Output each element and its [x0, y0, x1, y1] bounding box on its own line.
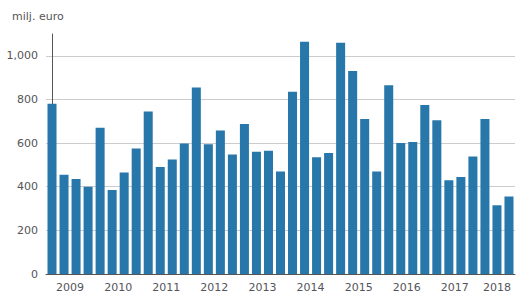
- svg-text:2010: 2010: [104, 281, 132, 294]
- svg-text:2016: 2016: [393, 281, 421, 294]
- svg-text:800: 800: [17, 93, 38, 106]
- svg-text:2017: 2017: [441, 281, 469, 294]
- svg-text:1,000: 1,000: [7, 49, 39, 62]
- svg-text:milj. euro: milj. euro: [12, 10, 64, 23]
- svg-text:2014: 2014: [297, 281, 325, 294]
- svg-text:200: 200: [17, 224, 38, 237]
- svg-text:400: 400: [17, 180, 38, 193]
- svg-text:0: 0: [31, 268, 38, 281]
- svg-text:2009: 2009: [56, 281, 84, 294]
- svg-text:2011: 2011: [152, 281, 180, 294]
- svg-text:2012: 2012: [200, 281, 228, 294]
- svg-text:2018: 2018: [483, 281, 511, 294]
- svg-text:600: 600: [17, 137, 38, 150]
- svg-text:2013: 2013: [248, 281, 276, 294]
- svg-text:2015: 2015: [345, 281, 373, 294]
